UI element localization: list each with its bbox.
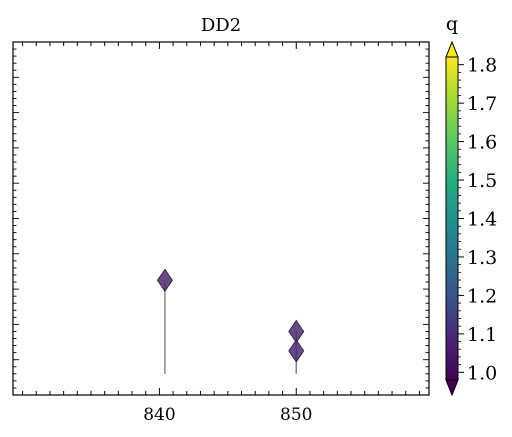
colorbar-tick-label: 1.1 [467,324,497,346]
markers-layer [156,268,305,363]
data-point-3 [288,339,305,363]
plot-area [13,42,429,395]
colorbar-gradient [445,56,459,381]
colorbar-ticks-layer: 1.0 1.1 1.2 1.3 1.4 1.5 1.6 1.7 1.8 [458,55,497,384]
x-tick-label: 850 [280,405,312,425]
colorbar-tick-label: 1.8 [467,55,497,77]
colorbar-tick-label: 1.7 [467,93,497,115]
plot-frame [12,41,430,396]
colorbar-extend-min [445,379,459,397]
colorbar-tick-label: 1.5 [467,170,497,192]
data-point-1 [156,268,173,292]
colorbar: q 1.0 1.1 1.2 1.3 1.4 1.5 1.6 1.7 1.8 [445,13,497,397]
colorbar-tick-label: 1.2 [467,285,497,307]
x-ticks-layer: 840 850 [22,42,420,425]
colorbar-tick-label: 1.6 [467,132,497,154]
colorbar-tick-label: 1.0 [467,362,497,384]
colorbar-tick-label: 1.3 [467,247,497,269]
colorbar-label: q [446,13,458,35]
chart-title: DD2 [201,15,241,36]
colorbar-tick-label: 1.4 [467,209,497,231]
colorbar-extend-max [445,40,459,58]
x-tick-label: 840 [143,405,175,425]
